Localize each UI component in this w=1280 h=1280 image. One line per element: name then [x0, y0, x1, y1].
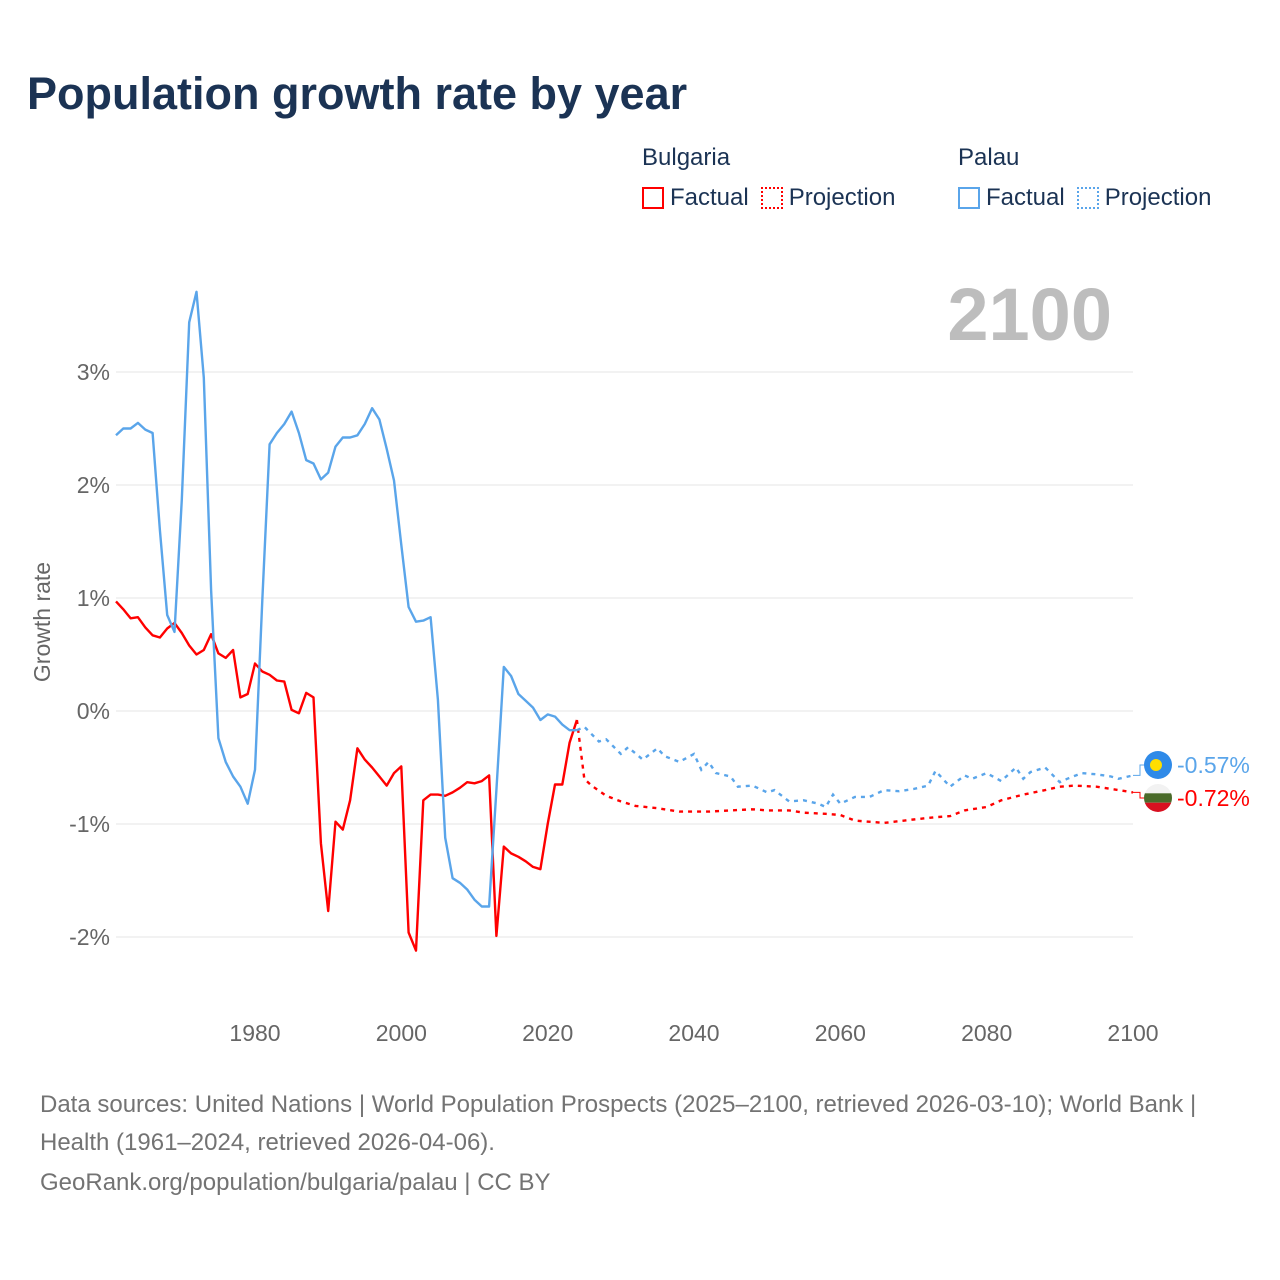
flag-stripe-red [1144, 802, 1172, 812]
credit-line: GeoRank.org/population/bulgaria/palau | … [40, 1169, 551, 1196]
data-sources: Data sources: United Nations | World Pop… [40, 1091, 1197, 1156]
current-year-label: 2100 [947, 273, 1112, 356]
legend-label: Projection [1104, 184, 1212, 211]
end-value-label: -0.57% [1177, 752, 1250, 778]
x-tick-label: 1980 [229, 1020, 280, 1046]
legend-group-bulgaria: Bulgaria Factual Projection [642, 144, 895, 212]
y-axis-label: Growth rate [29, 562, 55, 682]
y-tick-label: -2% [69, 924, 110, 950]
legend-country-name: Palau [958, 144, 1020, 171]
legend-label: Factual [670, 184, 749, 211]
y-tick-label: 1% [77, 585, 110, 611]
label-connector [1133, 764, 1145, 776]
x-tick-label: 2080 [961, 1020, 1012, 1046]
dotted-swatch-icon [1076, 187, 1099, 209]
x-tick-label: 2060 [815, 1020, 866, 1046]
x-tick-label: 2020 [522, 1020, 573, 1046]
y-tick-label: 0% [77, 698, 110, 724]
bulgaria-factual-line [115, 600, 579, 952]
legend-country-name: Bulgaria [642, 144, 731, 171]
legend-item-bulgaria-factual[interactable]: Factual [642, 184, 749, 212]
legend-group-palau: Palau Factual Projection [958, 144, 1211, 212]
bulgaria-flag-icon [1144, 784, 1172, 812]
x-tick-label: 2000 [376, 1020, 427, 1046]
legend-item-bulgaria-projection[interactable]: Projection [760, 184, 896, 212]
chart-title: Population growth rate by year [27, 68, 688, 119]
y-tick-label: 2% [77, 472, 110, 498]
x-tick-label: 2040 [668, 1020, 719, 1046]
legend-item-palau-projection[interactable]: Projection [1076, 184, 1212, 212]
solid-swatch-icon [958, 187, 980, 209]
palau-projection-line [576, 725, 1134, 809]
palau-flag-icon [1144, 751, 1172, 779]
end-value-label: -0.72% [1177, 785, 1250, 811]
palau-factual-line [115, 290, 577, 908]
flag-stripe-green [1144, 793, 1172, 803]
flag-moon [1150, 759, 1162, 771]
legend-label: Factual [986, 184, 1065, 211]
solid-swatch-icon [642, 187, 664, 209]
dotted-swatch-icon [760, 187, 783, 209]
legend-label: Projection [788, 184, 896, 211]
y-tick-label: 3% [77, 359, 110, 385]
flag-stripe-white [1144, 784, 1172, 794]
legend-item-palau-factual[interactable]: Factual [958, 184, 1065, 212]
label-connector [1133, 791, 1145, 799]
bulgaria-projection-line [575, 719, 1134, 825]
y-tick-label: -1% [69, 811, 110, 837]
x-tick-label: 2100 [1107, 1020, 1158, 1046]
